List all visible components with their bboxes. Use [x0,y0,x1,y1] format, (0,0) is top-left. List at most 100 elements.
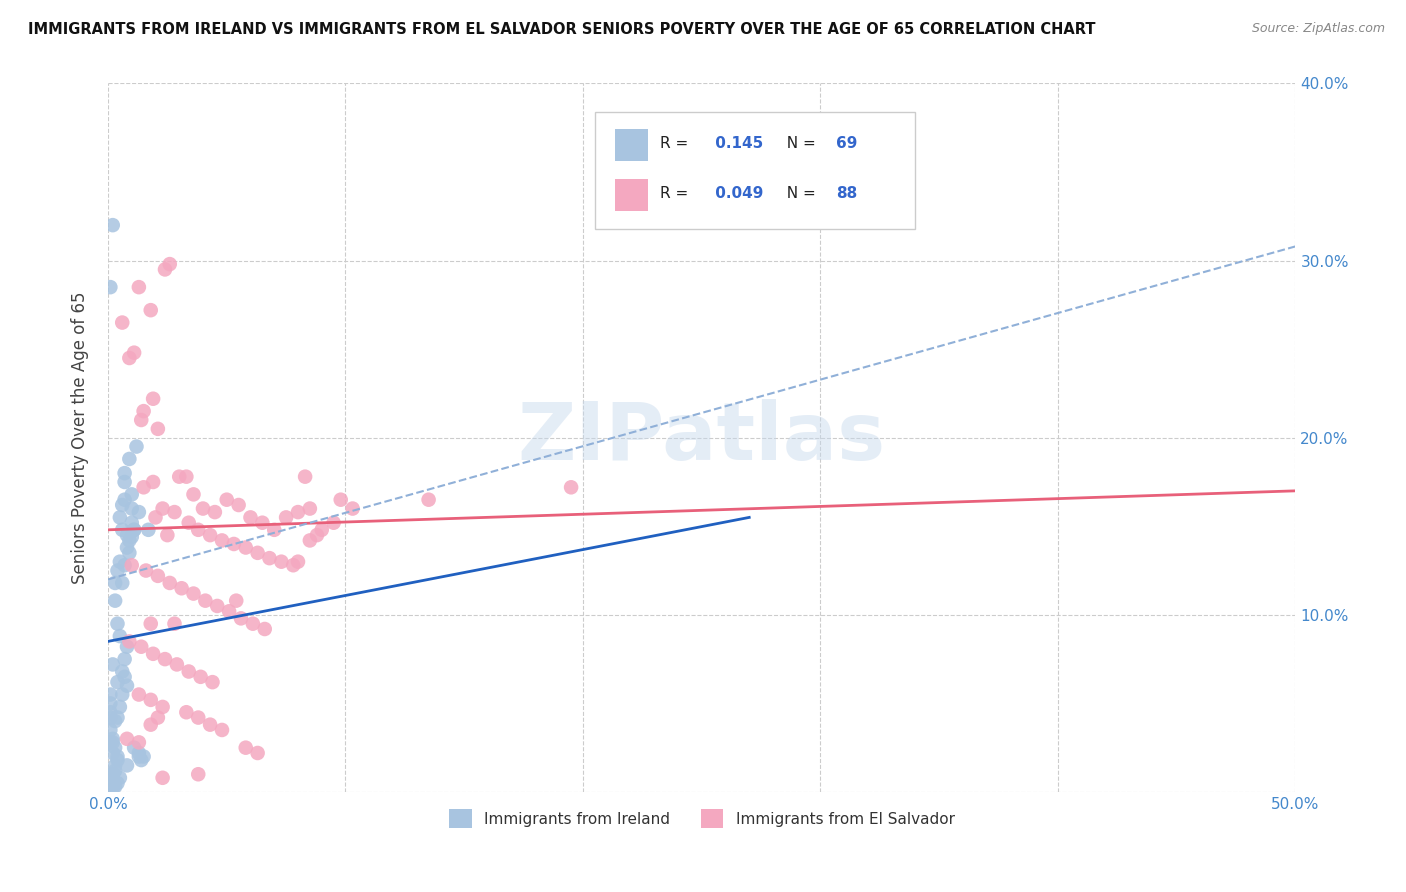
Point [115,640,138,654]
Point [187,523,209,537]
Point [139,303,162,318]
Point [129,413,152,427]
Point [145,510,167,524]
Point [118,533,141,548]
Point [183,586,205,600]
Point [201,675,224,690]
Point [153,262,176,277]
Point [253,622,276,636]
Point [101,218,124,232]
Text: 88: 88 [837,186,858,201]
Point [125,440,148,454]
Point [122,740,145,755]
Point [101,657,124,672]
Point [107,753,129,767]
Point [98,723,121,737]
Text: Source: ZipAtlas.com: Source: ZipAtlas.com [1251,22,1385,36]
Point [135,564,157,578]
Point [228,498,250,512]
Point [121,487,143,501]
FancyBboxPatch shape [595,112,915,228]
Point [114,558,136,573]
Text: R =: R = [661,136,693,151]
Point [128,280,150,294]
Point [111,688,134,702]
Point [239,510,262,524]
Point [152,501,174,516]
Point [111,665,134,679]
Text: ZIPatlas: ZIPatlas [517,399,886,476]
Point [246,746,269,760]
Legend: Immigrants from Ireland, Immigrants from El Salvador: Immigrants from Ireland, Immigrants from… [443,803,960,834]
Point [128,746,150,760]
Point [218,604,240,618]
Y-axis label: Seniors Poverty Over the Age of 65: Seniors Poverty Over the Age of 65 [72,292,89,584]
Point [190,670,212,684]
Point [104,593,127,607]
Point [163,505,186,519]
Text: 0.145: 0.145 [710,136,763,151]
Point [108,555,131,569]
Point [128,735,150,749]
Point [560,480,582,494]
Point [104,758,127,772]
Point [121,530,143,544]
Point [298,501,321,516]
Point [187,767,209,781]
Point [225,593,247,607]
Point [142,647,165,661]
Point [111,498,134,512]
Point [122,523,145,537]
Point [204,505,226,519]
Point [142,475,165,489]
Point [107,616,129,631]
Point [263,523,285,537]
Point [163,616,186,631]
Point [146,422,169,436]
Point [104,764,127,778]
Point [235,740,257,755]
Point [98,697,121,711]
Point [167,469,190,483]
Point [104,780,127,794]
Point [122,345,145,359]
Text: 69: 69 [837,136,858,151]
Point [98,688,121,702]
Point [153,652,176,666]
Point [198,717,221,731]
Point [152,700,174,714]
Point [108,629,131,643]
Bar [614,129,648,161]
Point [342,501,364,516]
Point [121,516,143,530]
Point [139,616,162,631]
Point [215,492,238,507]
Point [101,771,124,785]
Point [98,778,121,792]
Point [139,717,162,731]
Point [107,564,129,578]
Point [211,533,233,548]
Point [98,735,121,749]
Point [242,616,264,631]
Point [98,705,121,719]
Point [101,735,124,749]
Point [156,528,179,542]
Point [128,749,150,764]
Point [118,351,141,365]
Point [128,505,150,519]
Point [142,392,165,406]
Point [108,771,131,785]
Point [115,541,138,555]
Point [211,723,233,737]
Point [176,705,198,719]
Point [229,611,252,625]
Point [98,710,121,724]
Point [111,576,134,591]
Point [107,675,129,690]
Point [283,558,305,573]
Point [107,776,129,790]
Point [311,523,333,537]
Point [122,523,145,537]
Point [118,452,141,467]
